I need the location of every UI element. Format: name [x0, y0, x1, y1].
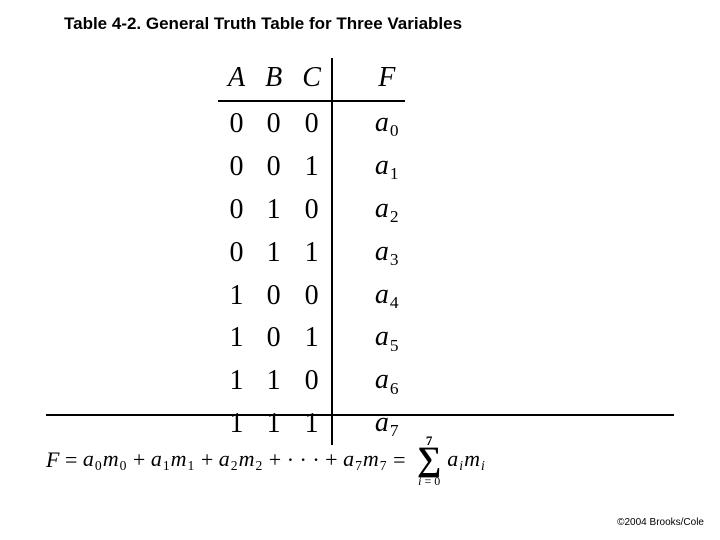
plus-sign: +: [320, 447, 343, 473]
table-row: 0 0 0 a0: [218, 101, 405, 145]
cell-F: a6: [332, 359, 405, 402]
cell-B: 0: [255, 274, 292, 317]
plus-sign: +: [127, 447, 150, 473]
cell-B: 0: [255, 101, 292, 145]
col-header-F: F: [332, 58, 405, 101]
term: a2m2: [219, 446, 264, 474]
col-header-C: C: [292, 58, 332, 101]
cell-A: 0: [218, 231, 255, 274]
cell-B: 1: [255, 231, 292, 274]
cell-F: a1: [332, 145, 405, 188]
table-row: 1 0 1 a5: [218, 316, 405, 359]
cell-F: a2: [332, 188, 405, 231]
cell-C: 0: [292, 274, 332, 317]
sum-body: aimi: [447, 446, 485, 474]
table-caption: Table 4-2. General Truth Table for Three…: [0, 14, 720, 34]
plus-sign: +: [263, 447, 286, 473]
term: a1m1: [151, 446, 196, 474]
cell-A: 1: [218, 274, 255, 317]
cell-C: 0: [292, 101, 332, 145]
formula-lhs: F: [46, 447, 59, 473]
term: a0m0: [83, 446, 128, 474]
copyright: ©2004 Brooks/Cole: [617, 517, 704, 528]
equals-sign: =: [59, 447, 82, 473]
plus-sign: +: [195, 447, 218, 473]
cell-A: 1: [218, 316, 255, 359]
cell-C: 1: [292, 231, 332, 274]
table-row: 0 1 0 a2: [218, 188, 405, 231]
equals-sign: =: [388, 447, 411, 473]
cell-C: 0: [292, 359, 332, 402]
table-row: 0 0 1 a1: [218, 145, 405, 188]
col-header-B: B: [255, 58, 292, 101]
cell-C: 0: [292, 188, 332, 231]
sum-lower: i = 0: [418, 475, 440, 487]
page: Table 4-2. General Truth Table for Three…: [0, 0, 720, 540]
table-header-row: A B C F: [218, 58, 405, 101]
cell-A: 0: [218, 101, 255, 145]
cell-A: 0: [218, 145, 255, 188]
table-row: 1 0 0 a4: [218, 274, 405, 317]
cell-F: a3: [332, 231, 405, 274]
cell-F: a4: [332, 274, 405, 317]
cell-C: 1: [292, 316, 332, 359]
cell-F: a0: [332, 101, 405, 145]
cell-B: 0: [255, 145, 292, 188]
table-row: 1 1 0 a6: [218, 359, 405, 402]
cell-F: a5: [332, 316, 405, 359]
cell-C: 1: [292, 145, 332, 188]
col-header-A: A: [218, 58, 255, 101]
cell-A: 0: [218, 188, 255, 231]
ellipsis: · · ·: [287, 447, 320, 473]
sigma-symbol: ∑: [417, 445, 441, 476]
cell-B: 1: [255, 359, 292, 402]
term: a7m7: [343, 446, 388, 474]
formula: F = a0m0 + a1m1 + a2m2 + · · · + a7m7 = …: [46, 414, 674, 487]
cell-B: 1: [255, 188, 292, 231]
truth-table: A B C F 0 0 0 a0 0 0 1 a1 0 1 0: [218, 58, 405, 445]
cell-A: 1: [218, 359, 255, 402]
cell-B: 0: [255, 316, 292, 359]
table-row: 0 1 1 a3: [218, 231, 405, 274]
sigma-icon: 7 ∑ i = 0: [417, 434, 441, 487]
